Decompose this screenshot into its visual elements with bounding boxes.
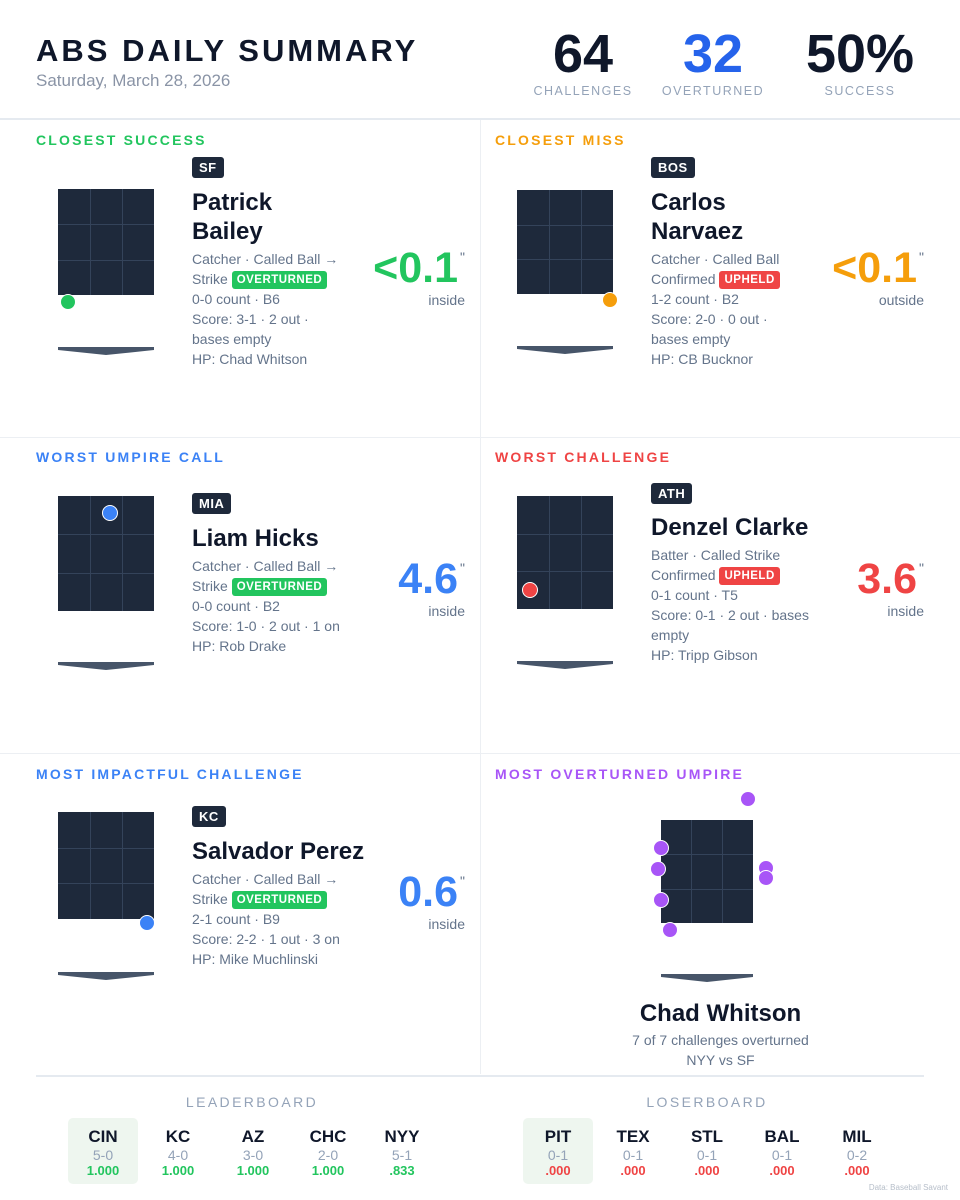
stat-value: 64: [552, 24, 614, 84]
stat-overturned: 32 OVERTURNED: [638, 26, 788, 98]
play-details: Catcher · Called Ball → Strike OVERTURNE…: [192, 871, 340, 967]
play-details: Catcher · Called Ball Confirmed UPHELD 1…: [651, 251, 780, 367]
loserboard-title: LOSERBOARD: [646, 1094, 768, 1110]
overturned-badge: OVERTURNED: [231, 271, 328, 289]
team-badge: KC: [192, 806, 226, 827]
stat-value: 50%: [805, 24, 915, 84]
home-plate-icon: [517, 661, 613, 669]
player-name: Patrick Bailey: [192, 189, 273, 245]
umpire-name: Chad Whitson: [639, 1000, 802, 1027]
stat-label: OVERTURNED: [661, 84, 765, 98]
player-name: Denzel Clarke: [651, 514, 809, 541]
stat-label: CHALLENGES: [533, 84, 633, 98]
strike-zone: [661, 820, 753, 923]
page-date: Saturday, March 28, 2026: [36, 71, 231, 90]
player-name: Salvador Perez: [192, 838, 365, 865]
panel-title: MOST OVERTURNED UMPIRE: [495, 766, 745, 782]
pitch-location-marker: [102, 505, 118, 521]
leaderboard-team: NYY 5-1 .833: [384, 1127, 420, 1178]
home-plate-icon: [58, 972, 154, 980]
divider-row-1: [0, 437, 960, 438]
leaderboard-title: LEADERBOARD: [185, 1094, 319, 1110]
header: ABS DAILY SUMMARY Saturday, March 28, 20…: [0, 0, 960, 120]
pitch-location-marker: [60, 294, 76, 310]
panel-title: MOST IMPACTFUL CHALLENGE: [36, 766, 304, 782]
player-name: Liam Hicks: [192, 525, 319, 552]
distance-value: 3.6 " inside: [857, 555, 924, 619]
home-plate-icon: [58, 347, 154, 355]
distance-value: <0.1 " inside: [373, 244, 465, 308]
panel-title: WORST CHALLENGE: [495, 449, 672, 465]
loserboard-team: MIL 0-2 .000: [842, 1127, 872, 1178]
stat-success: 50% SUCCESS: [785, 26, 935, 98]
pitch-location-marker: [522, 582, 538, 598]
stat-value: 32: [682, 24, 744, 84]
home-plate-icon: [517, 346, 613, 354]
play-details: Catcher · Called Ball → Strike OVERTURNE…: [192, 251, 339, 367]
divider-boards: [36, 1075, 924, 1077]
leaderboard-team: KC 4-0 1.000: [161, 1127, 195, 1178]
loserboard-team: TEX 0-1 .000: [616, 1127, 650, 1178]
leaderboard-team: CHC 2-0 1.000: [309, 1127, 347, 1178]
leaderboard-team: CIN 5-0 1.000: [68, 1118, 138, 1184]
overturned-badge: OVERTURNED: [231, 891, 328, 909]
team-badge: BOS: [651, 157, 695, 178]
upheld-badge: UPHELD: [719, 271, 780, 289]
strike-zone: [517, 190, 613, 294]
umpire-summary: 7 of 7 challenges overturned: [632, 1032, 809, 1048]
home-plate-icon: [58, 662, 154, 670]
team-badge: ATH: [651, 483, 693, 504]
play-details: Catcher · Called Ball → Strike OVERTURNE…: [192, 558, 340, 654]
panel-title: WORST UMPIRE CALL: [36, 449, 226, 465]
team-badge: MIA: [192, 493, 232, 514]
data-source: Data: Baseball Savant: [868, 1183, 948, 1192]
loserboard-team: STL 0-1 .000: [690, 1127, 724, 1178]
play-details: Batter · Called Strike Confirmed UPHELD …: [651, 547, 809, 663]
panel-title: CLOSEST MISS: [495, 132, 626, 148]
upheld-badge: UPHELD: [719, 567, 780, 585]
page-title: ABS DAILY SUMMARY: [36, 33, 419, 68]
distance-value: 4.6 " inside: [398, 555, 465, 619]
pitch-location-marker: [650, 861, 666, 877]
pitch-location-marker: [758, 870, 774, 886]
loserboard-team: BAL 0-1 .000: [764, 1127, 800, 1178]
strike-zone: [58, 189, 154, 295]
pitch-location-marker: [740, 791, 756, 807]
panel-title: CLOSEST SUCCESS: [36, 132, 207, 148]
stat-challenges: 64 CHALLENGES: [508, 26, 658, 98]
divider-row-2: [0, 753, 960, 754]
leaderboard-team: AZ 3-0 1.000: [236, 1127, 270, 1178]
divider-vertical: [480, 120, 481, 1074]
pitch-location-marker: [662, 922, 678, 938]
distance-value: <0.1 " outside: [832, 244, 924, 308]
pitch-location-marker: [602, 292, 618, 308]
strike-zone: [58, 812, 154, 919]
overturned-badge: OVERTURNED: [231, 578, 328, 596]
loserboard-team: PIT 0-1 .000: [523, 1118, 593, 1184]
pitch-location-marker: [139, 915, 155, 931]
umpire-game: NYY vs SF: [686, 1052, 755, 1068]
distance-value: 0.6 " inside: [398, 868, 465, 932]
stat-label: SUCCESS: [824, 84, 896, 98]
player-name: Carlos Narvaez: [651, 189, 744, 245]
home-plate-icon: [661, 974, 753, 982]
pitch-location-marker: [653, 840, 669, 856]
team-badge: SF: [192, 157, 224, 178]
pitch-location-marker: [653, 892, 669, 908]
